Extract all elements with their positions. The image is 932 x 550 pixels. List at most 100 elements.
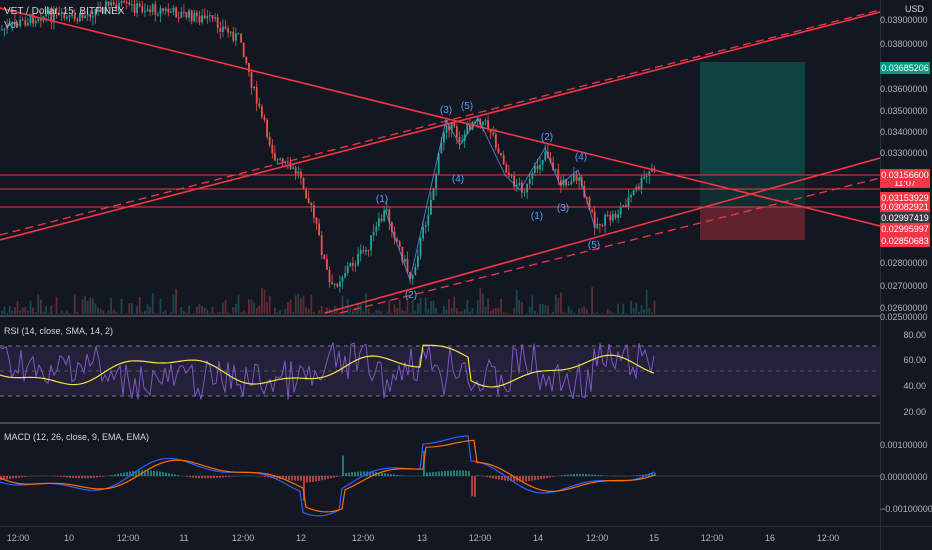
time-axis-label: 12:00 bbox=[351, 533, 375, 543]
candle-body bbox=[510, 175, 513, 177]
macd-histogram-bar bbox=[123, 472, 125, 476]
price-chart[interactable]: (1) (2) (3) (4) (5) (1) (2) (3) (4) (5) bbox=[0, 0, 880, 526]
rsi-title[interactable]: RSI (14, close, SMA, 14, 2) bbox=[4, 326, 114, 336]
volume-bar bbox=[380, 311, 383, 314]
macd-histogram-bar bbox=[303, 476, 305, 501]
macd-histogram-bar bbox=[492, 476, 494, 479]
price-tag: 0.03156600 bbox=[880, 169, 930, 181]
volume-bar bbox=[6, 312, 8, 314]
volume-bar bbox=[32, 307, 34, 314]
volume-bar bbox=[188, 305, 190, 314]
candle-body bbox=[565, 179, 567, 186]
time-axis-label: 10 bbox=[63, 533, 75, 543]
candle-body bbox=[151, 4, 154, 12]
candle-body bbox=[245, 57, 248, 63]
macd-histogram-bar bbox=[207, 476, 209, 479]
macd-histogram-bar bbox=[288, 476, 290, 481]
volume-bar bbox=[461, 311, 463, 314]
candle-body bbox=[73, 14, 76, 20]
macd-histogram-bar bbox=[564, 474, 566, 476]
volume-bar bbox=[131, 303, 133, 314]
candle-body bbox=[575, 174, 578, 181]
macd-histogram-bar bbox=[57, 476, 59, 477]
candle-body bbox=[125, 1, 128, 3]
macd-histogram-bar bbox=[21, 476, 23, 478]
macd-title[interactable]: MACD (12, 26, close, 9, EMA, EMA) bbox=[4, 432, 150, 442]
candle-body bbox=[354, 264, 357, 266]
macd-histogram-bar bbox=[513, 476, 515, 482]
candle-body bbox=[79, 12, 81, 21]
candle-body bbox=[604, 214, 606, 226]
candle-body bbox=[432, 188, 435, 201]
candle-body bbox=[206, 15, 209, 19]
candle-body bbox=[411, 275, 414, 279]
candle-body bbox=[344, 273, 346, 278]
candle-body bbox=[107, 1, 110, 6]
volume-bar bbox=[500, 299, 502, 314]
candle-body bbox=[593, 211, 596, 228]
volume-bar bbox=[505, 312, 508, 314]
candle-body bbox=[645, 175, 648, 177]
candle-body bbox=[427, 214, 430, 226]
volume-bar bbox=[159, 298, 162, 314]
wave-label: (4) bbox=[452, 174, 464, 185]
candle-body bbox=[352, 263, 354, 266]
candle-body bbox=[341, 277, 344, 282]
volume-bar bbox=[102, 310, 105, 314]
volume-bar bbox=[487, 298, 489, 314]
rsi-axis-label: 80.00 bbox=[903, 330, 926, 340]
volume-bar bbox=[120, 299, 123, 314]
candle-body bbox=[492, 132, 495, 135]
candle-body bbox=[612, 214, 614, 221]
candle-body bbox=[396, 238, 398, 242]
volume-bar bbox=[237, 294, 240, 314]
macd-histogram-bar bbox=[192, 476, 194, 478]
volume-bar bbox=[42, 311, 45, 314]
candle-body bbox=[136, 3, 138, 13]
volume-bar bbox=[19, 310, 21, 314]
macd-series bbox=[0, 435, 656, 517]
candle-body bbox=[482, 121, 484, 125]
macd-histogram-bar bbox=[330, 476, 332, 479]
volume-bar bbox=[630, 300, 632, 314]
candle-body bbox=[50, 10, 53, 23]
volume-bar bbox=[92, 298, 94, 314]
volume-label[interactable]: Vol bbox=[4, 20, 18, 31]
macd-histogram-bar bbox=[63, 476, 65, 478]
candlestick-series bbox=[1, 0, 656, 293]
macd-histogram-bar bbox=[90, 476, 92, 479]
candle-body bbox=[89, 14, 92, 18]
macd-histogram-bar bbox=[144, 470, 146, 476]
volume-bar bbox=[398, 300, 401, 314]
symbol-title[interactable]: VET / Dollar, 15, BITFINEX bbox=[4, 6, 125, 17]
candle-body bbox=[159, 8, 162, 15]
candle-body bbox=[53, 12, 55, 23]
candle-body bbox=[261, 106, 263, 117]
volume-bar bbox=[588, 313, 591, 314]
candle-body bbox=[313, 205, 315, 218]
candle-body bbox=[29, 13, 32, 23]
candle-body bbox=[276, 159, 279, 161]
macd-histogram-bar bbox=[570, 474, 572, 476]
macd-histogram-bar bbox=[552, 476, 554, 477]
wave-label: (5) bbox=[461, 101, 473, 112]
volume-bar bbox=[443, 306, 445, 314]
volume-bar bbox=[227, 312, 229, 314]
candle-body bbox=[601, 224, 604, 226]
volume-bar bbox=[138, 296, 141, 314]
macd-histogram-bar bbox=[444, 470, 446, 476]
candle-body bbox=[162, 8, 164, 11]
candle-body bbox=[97, 7, 99, 10]
candle-body bbox=[203, 15, 206, 19]
volume-bar bbox=[567, 306, 570, 314]
candle-body bbox=[141, 6, 144, 12]
macd-histogram-bar bbox=[285, 476, 287, 480]
candle-body bbox=[630, 195, 632, 198]
volume-bar bbox=[521, 302, 523, 314]
candle-body bbox=[128, 2, 131, 5]
volume-bar bbox=[479, 287, 482, 314]
volume-bar bbox=[261, 287, 263, 314]
candle-body bbox=[440, 142, 443, 154]
candle-body bbox=[58, 13, 60, 15]
macd-histogram-bar bbox=[216, 476, 218, 478]
